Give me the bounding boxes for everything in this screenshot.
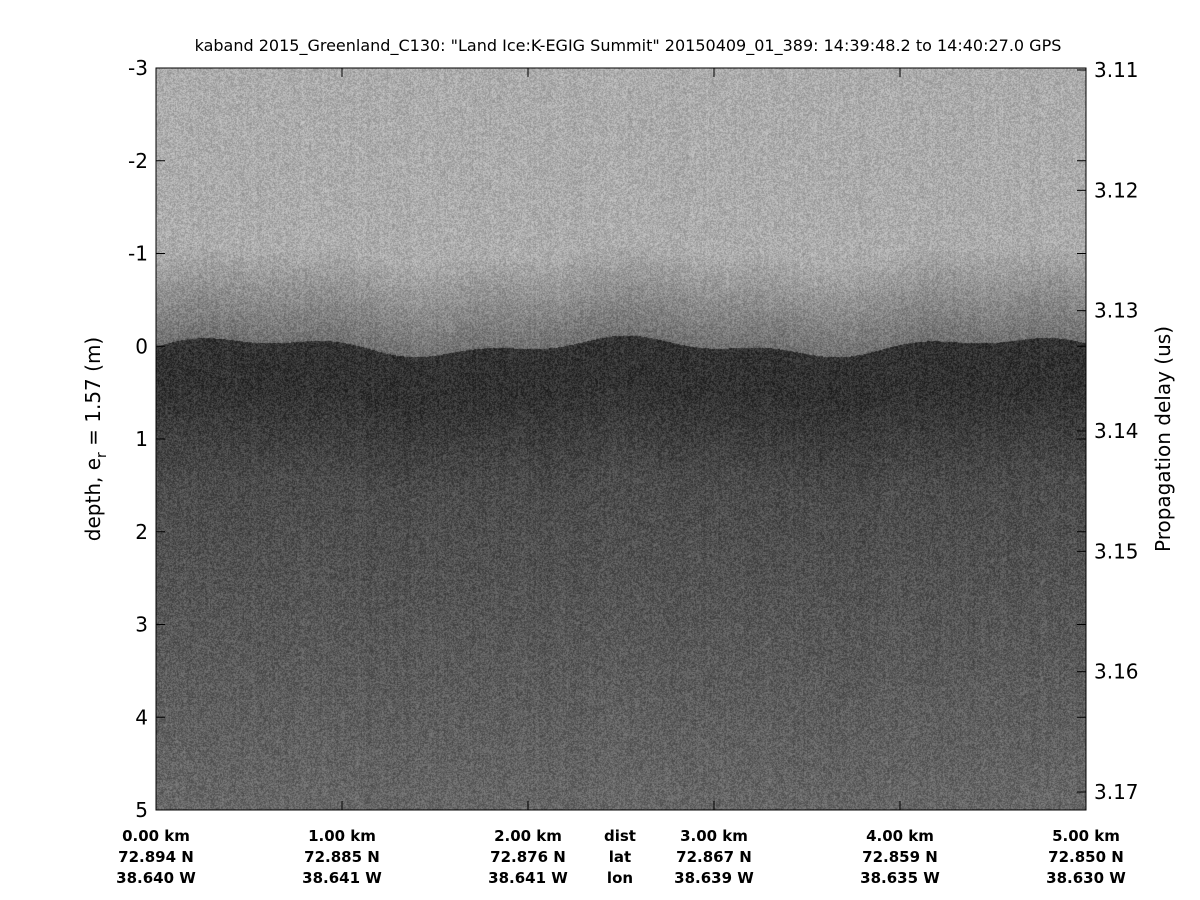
right-tick-label: 3.13 bbox=[1094, 299, 1139, 323]
left-axis-label: depth, er = 1.57 (m) bbox=[81, 337, 110, 541]
x-lon-label: 38.640 W bbox=[116, 869, 196, 887]
row-label-dist: dist bbox=[604, 827, 636, 845]
right-tick-label: 3.12 bbox=[1094, 178, 1139, 202]
left-tick-label: 0 bbox=[135, 334, 148, 358]
left-tick-label: -3 bbox=[128, 56, 148, 80]
x-dist-label: 1.00 km bbox=[308, 827, 376, 845]
x-lon-label: 38.639 W bbox=[674, 869, 754, 887]
x-lon-label: 38.630 W bbox=[1046, 869, 1126, 887]
x-lon-label: 38.641 W bbox=[302, 869, 382, 887]
x-dist-label: 2.00 km bbox=[494, 827, 562, 845]
x-dist-label: 3.00 km bbox=[680, 827, 748, 845]
row-label-lat: lat bbox=[609, 848, 631, 866]
x-lat-label: 72.876 N bbox=[490, 848, 566, 866]
x-lat-label: 72.850 N bbox=[1048, 848, 1124, 866]
x-dist-label: 5.00 km bbox=[1052, 827, 1120, 845]
right-tick-label: 3.16 bbox=[1094, 660, 1139, 684]
left-tick-label: -2 bbox=[128, 149, 148, 173]
left-tick-label: 5 bbox=[135, 798, 148, 822]
x-lat-label: 72.894 N bbox=[118, 848, 194, 866]
right-tick-label: 3.15 bbox=[1094, 539, 1139, 563]
plot-frame bbox=[155, 67, 1087, 811]
left-tick-label: 1 bbox=[135, 427, 148, 451]
left-tick-label: -1 bbox=[128, 242, 148, 266]
right-tick-label: 3.17 bbox=[1094, 780, 1139, 804]
x-lon-label: 38.641 W bbox=[488, 869, 568, 887]
x-lat-label: 72.867 N bbox=[676, 848, 752, 866]
x-lat-label: 72.885 N bbox=[304, 848, 380, 866]
left-tick-label: 3 bbox=[135, 613, 148, 637]
echogram-image bbox=[156, 68, 1086, 810]
right-tick-label: 3.14 bbox=[1094, 419, 1139, 443]
left-tick-label: 2 bbox=[135, 520, 148, 544]
right-axis-label: Propagation delay (us) bbox=[1151, 326, 1175, 552]
x-lon-label: 38.635 W bbox=[860, 869, 940, 887]
x-dist-label: 0.00 km bbox=[122, 827, 190, 845]
x-dist-label: 4.00 km bbox=[866, 827, 934, 845]
chart-title: kaband 2015_Greenland_C130: "Land Ice:K-… bbox=[195, 36, 1062, 56]
right-tick-label: 3.11 bbox=[1094, 58, 1139, 82]
left-tick-label: 4 bbox=[135, 705, 148, 729]
row-label-lon: lon bbox=[607, 869, 633, 887]
x-lat-label: 72.859 N bbox=[862, 848, 938, 866]
